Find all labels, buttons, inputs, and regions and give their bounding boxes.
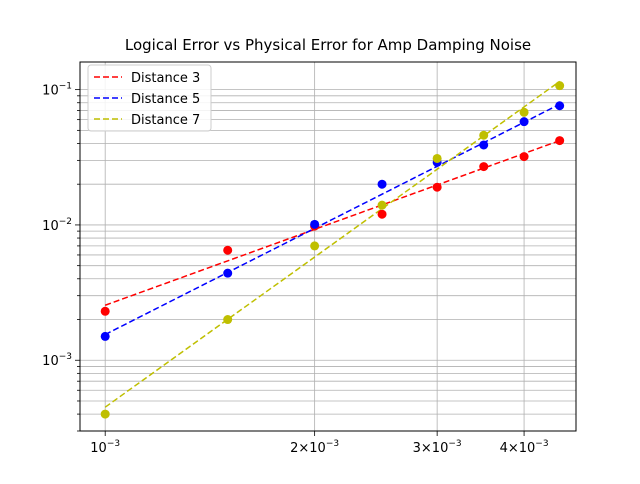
- data-point: [310, 241, 320, 251]
- data-point: [310, 219, 320, 229]
- data-point: [479, 130, 489, 140]
- x-tick-label: 2×10−3: [290, 439, 339, 456]
- data-point: [479, 140, 489, 150]
- data-point: [377, 179, 387, 189]
- data-point: [223, 245, 233, 255]
- data-point: [555, 81, 565, 91]
- data-point: [432, 182, 442, 192]
- data-point: [100, 306, 110, 316]
- fit-line: [104, 139, 560, 306]
- x-tick-label: 4×10−3: [500, 439, 549, 456]
- legend-label: Distance 7: [131, 113, 200, 128]
- data-points: [100, 81, 565, 419]
- data-point: [479, 162, 489, 172]
- data-point: [519, 152, 529, 162]
- axis-ticks: 10−3 2×10−3 3×10−3 4×10−3 10−3 10−2 10−1: [42, 82, 548, 456]
- data-point: [223, 315, 233, 325]
- y-tick-label: 10−1: [42, 82, 72, 99]
- x-tick-label: 3×10−3: [413, 439, 462, 456]
- legend-label: Distance 3: [131, 71, 200, 86]
- data-point: [100, 331, 110, 341]
- grid-lines: [80, 62, 576, 432]
- fit-line: [104, 103, 561, 336]
- legend-label: Distance 5: [131, 92, 200, 107]
- data-point: [519, 117, 529, 127]
- data-point: [519, 107, 529, 117]
- data-point: [555, 101, 565, 111]
- fit-line: [104, 80, 561, 408]
- legend: Distance 3 Distance 5 Distance 7: [87, 64, 212, 132]
- data-point: [377, 200, 387, 210]
- y-tick-label: 10−3: [42, 352, 72, 369]
- x-tick-label: 10−3: [90, 439, 120, 456]
- data-point: [223, 268, 233, 278]
- data-point: [432, 153, 442, 163]
- y-tick-label: 10−2: [42, 217, 72, 234]
- chart-title: Logical Error vs Physical Error for Amp …: [125, 36, 531, 54]
- legend-box: [87, 64, 212, 132]
- plot-frame: [79, 61, 577, 432]
- data-point: [555, 136, 565, 146]
- data-point: [100, 409, 110, 419]
- data-point: [377, 209, 387, 219]
